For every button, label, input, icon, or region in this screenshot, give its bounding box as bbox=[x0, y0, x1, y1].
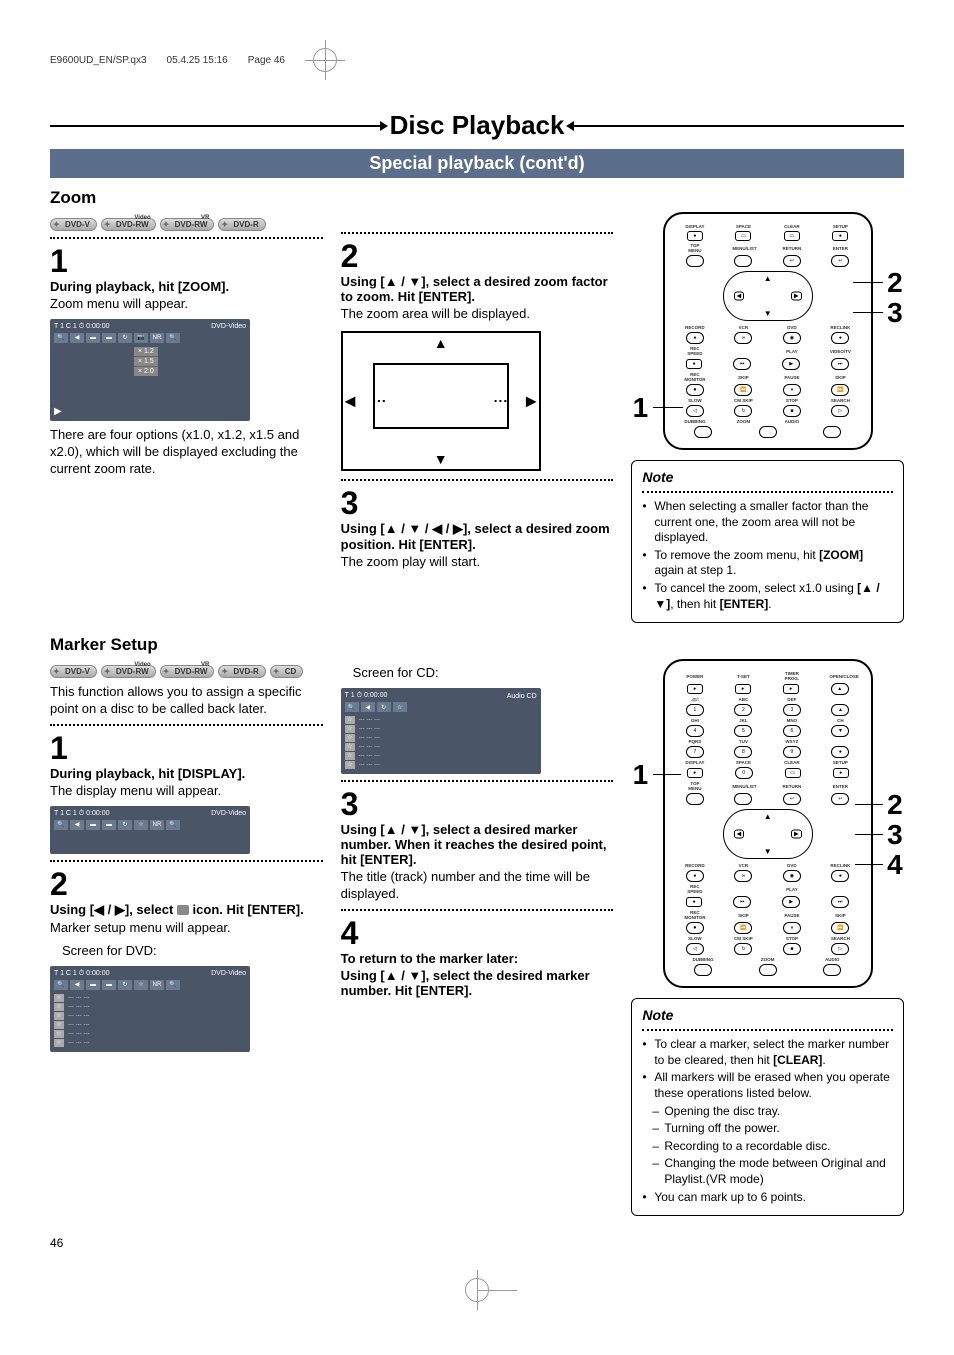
zoom-diagram: ▲ ▼ ◀ ▶ ▪▪▪ ▪▪▪ bbox=[341, 331, 541, 471]
zoom-callout-1: 1 bbox=[633, 392, 649, 424]
marker-note-4: Turning off the power. bbox=[642, 1121, 893, 1137]
print-header: E9600UD_EN/SP.qx3 05.4.25 15:16 Page 46 bbox=[50, 40, 904, 80]
zoom-osd: T 1 C 1 ⏱ 0:00:00 DVD-Video 🔍◀▬▬↻📷NR🔍 × … bbox=[50, 319, 250, 421]
timestamp: 05.4.25 15:16 bbox=[167, 55, 228, 66]
marker-note-2: All markers will be erased when you oper… bbox=[642, 1070, 893, 1101]
badge-dvdv: DVD-V bbox=[50, 218, 97, 231]
marker-step2-title: Using [◀ / ▶], select icon. Hit [ENTER]. bbox=[50, 902, 323, 918]
marker-heading: Marker Setup bbox=[50, 635, 904, 655]
zoom-step1-body: Zoom menu will appear. bbox=[50, 296, 323, 313]
zoom-step3-title: Using [▲ / ▼ / ◀ / ▶], select a desired … bbox=[341, 521, 614, 552]
zoom-step2-body: The zoom area will be displayed. bbox=[341, 306, 614, 323]
zoom-note: Note When selecting a smaller factor tha… bbox=[631, 460, 904, 623]
marker-callout-3: 3 bbox=[887, 819, 903, 851]
marker-intro: This function allows you to assign a spe… bbox=[50, 684, 323, 718]
page-number: 46 bbox=[50, 1236, 904, 1250]
crop-mark-top bbox=[305, 40, 345, 80]
zoom-callout-2: 2 bbox=[887, 267, 903, 299]
marker-callout-1: 1 bbox=[633, 759, 649, 791]
zoom-step2-num: 2 bbox=[341, 240, 614, 272]
zoom-note-3: To cancel the zoom, select x1.0 using [▲… bbox=[642, 581, 893, 612]
zoom-badges: DVD-V VideoDVD-RW VRDVD-RW DVD-R bbox=[50, 218, 323, 231]
zoom-heading: Zoom bbox=[50, 188, 904, 208]
title-bar: Disc Playback bbox=[50, 110, 904, 141]
marker-step1-title: During playback, hit [DISPLAY]. bbox=[50, 766, 323, 781]
zoom-callout-3: 3 bbox=[887, 297, 903, 329]
zoom-note-2: To remove the zoom menu, hit [ZOOM] agai… bbox=[642, 548, 893, 579]
zoom-step1-title: During playback, hit [ZOOM]. bbox=[50, 279, 323, 294]
filename: E9600UD_EN/SP.qx3 bbox=[50, 55, 147, 66]
badge-dvdrw-video: VideoDVD-RW bbox=[101, 218, 156, 231]
marker-osd1: T 1 C 1 ⏱ 0:00:00DVD-Video 🔍◀▬▬↻☆NR🔍 bbox=[50, 806, 250, 854]
badge-dvdrw-vr: VRDVD-RW bbox=[160, 218, 215, 231]
page-info: Page 46 bbox=[248, 55, 285, 66]
marker-osd2: T 1 C 1 ⏱ 0:00:00DVD-Video 🔍◀▬▬↻☆NR🔍 ☆--… bbox=[50, 966, 250, 1052]
marker-step4-title: To return to the marker later: bbox=[341, 951, 614, 966]
marker-note-5: Recording to a recordable disc. bbox=[642, 1139, 893, 1155]
zoom-step1-num: 1 bbox=[50, 245, 323, 277]
marker-step1-body: The display menu will appear. bbox=[50, 783, 323, 800]
zoom-step2-title: Using [▲ / ▼], select a desired zoom fac… bbox=[341, 274, 614, 304]
marker-note: Note To clear a marker, select the marke… bbox=[631, 998, 904, 1216]
zoom-step3-num: 3 bbox=[341, 487, 614, 519]
marker-step4-num: 4 bbox=[341, 917, 614, 949]
marker-step3-title: Using [▲ / ▼], select a desired marker n… bbox=[341, 822, 614, 867]
marker-note-7: You can mark up to 6 points. bbox=[642, 1190, 893, 1206]
marker-cd-label: Screen for CD: bbox=[353, 665, 614, 682]
marker-note-3: Opening the disc tray. bbox=[642, 1104, 893, 1120]
remote-zoom: DISPLAYSPACECLEARSETUP ●▭▭● TOP MENUMENU… bbox=[663, 212, 873, 450]
zoom-afterosd: There are four options (x1.0, x1.2, x1.5… bbox=[50, 427, 323, 478]
badge-dvdr: DVD-R bbox=[218, 218, 265, 231]
marker-step3-num: 3 bbox=[341, 788, 614, 820]
page-title: Disc Playback bbox=[390, 110, 565, 141]
marker-note-1: To clear a marker, select the marker num… bbox=[642, 1037, 893, 1068]
marker-step1-num: 1 bbox=[50, 732, 323, 764]
marker-badges: DVD-V VideoDVD-RW VRDVD-RW DVD-R CD bbox=[50, 665, 323, 678]
subtitle-band: Special playback (cont'd) bbox=[50, 149, 904, 178]
marker-step2-num: 2 bbox=[50, 868, 323, 900]
marker-osd3: T 1 ⏱ 0:00:00Audio CD 🔍◀↻☆ ☆--- --- --- … bbox=[341, 688, 541, 774]
marker-step2-body: Marker setup menu will appear. bbox=[50, 920, 323, 937]
remote-marker: POWERT-SETTIMER PROG.OPEN/CLOSE ●●●▲ .@/… bbox=[663, 659, 873, 988]
marker-step4-body: Using [▲ / ▼], select the desired marker… bbox=[341, 968, 614, 998]
marker-dvd-label: Screen for DVD: bbox=[62, 943, 323, 960]
marker-icon bbox=[177, 905, 189, 915]
marker-callout-2: 2 bbox=[887, 789, 903, 821]
marker-callout-4: 4 bbox=[887, 849, 903, 881]
crop-mark-bottom bbox=[457, 1270, 497, 1310]
marker-step3-body: The title (track) number and the time wi… bbox=[341, 869, 614, 903]
zoom-note-1: When selecting a smaller factor than the… bbox=[642, 499, 893, 546]
marker-note-6: Changing the mode between Original and P… bbox=[642, 1156, 893, 1187]
zoom-step3-body: The zoom play will start. bbox=[341, 554, 614, 571]
